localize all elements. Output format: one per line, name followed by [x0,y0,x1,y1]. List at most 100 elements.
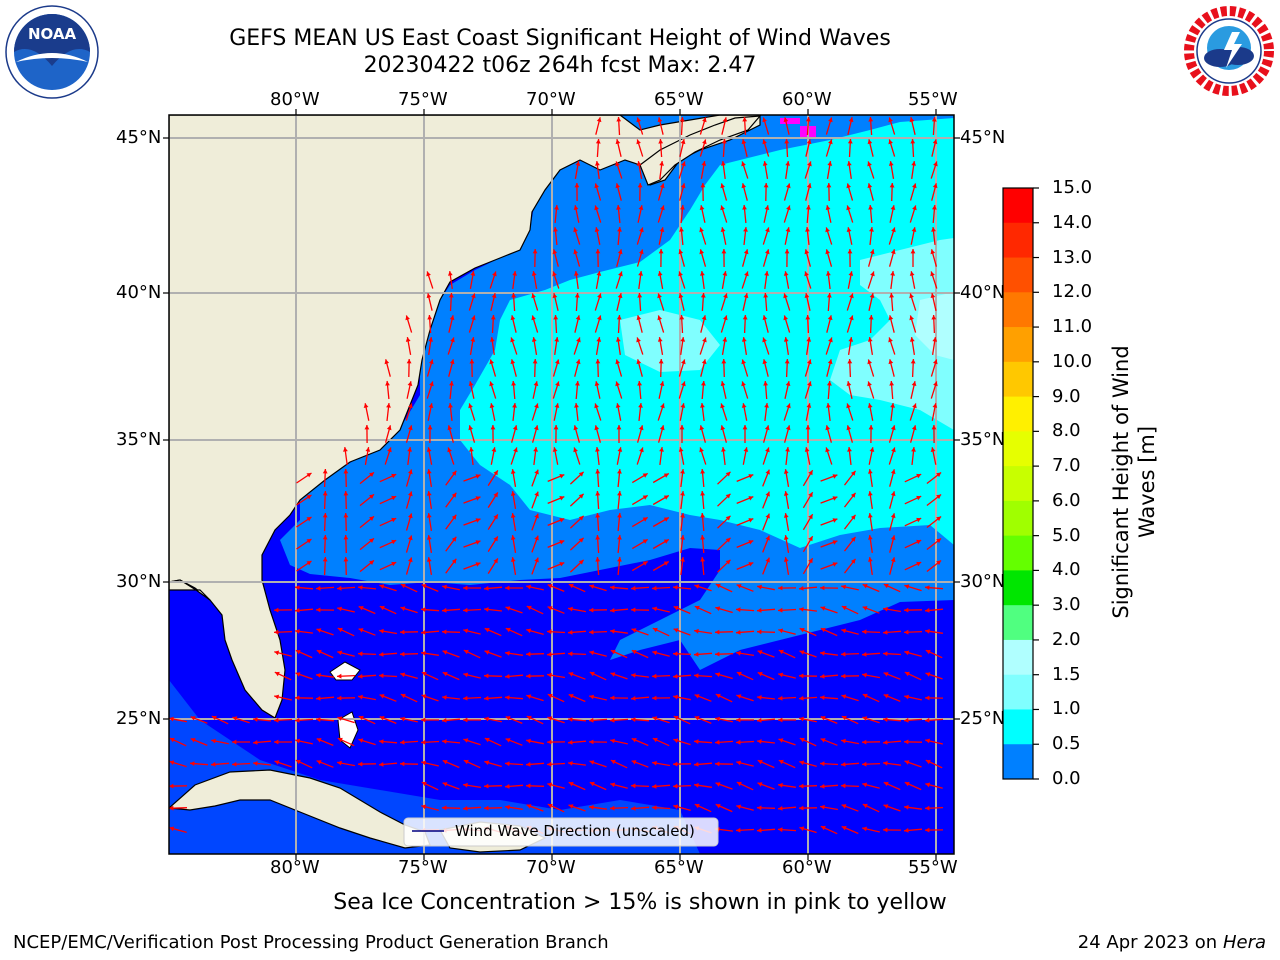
wave-arrow-head [369,494,374,499]
wave-arrow-head [841,694,847,699]
colorbar-title: Significant Height of Wind Waves [m] [1104,312,1164,652]
wave-arrow-head [673,761,678,767]
wave-arrow-head [568,782,574,787]
wave-arrow-head [847,161,852,166]
wave-arrow-head [778,628,784,634]
wave-arrow-head [426,293,432,299]
wave-arrow-head [888,117,893,123]
wave-arrow-head [720,227,726,232]
wave-arrow-head [379,652,384,657]
wave-arrow-head [848,271,854,276]
wave-arrow-head [799,826,805,831]
wave-arrow-head [725,493,731,499]
wave-arrow-head [700,491,705,496]
wave-arrow-head [493,514,498,520]
lon-label-bottom-75w: 75°W [398,857,448,878]
wave-arrow-head [868,469,873,474]
wave-arrow-head [637,381,642,386]
wave-arrow-head [806,205,811,210]
wave-arrow-head [867,403,873,408]
wave-arrow-head [642,517,648,522]
wave-arrow-head [636,117,641,123]
wave-arrow-head [379,716,385,721]
wave-arrow-head [534,403,539,409]
colorbar-segment [1003,570,1033,606]
wave-arrow-head [547,584,553,589]
wave-arrow-head [400,583,406,589]
wave-arrow-head [883,651,888,657]
wave-arrow-head [568,761,573,766]
wave-arrow-head [736,781,742,787]
wave-arrow-head [232,761,237,767]
wave-arrow-head [720,425,726,431]
colorbar-tick-label: 10.0 [1052,350,1093,372]
wave-arrow-head [912,205,917,211]
wave-arrow-head [553,425,559,430]
wave-arrow-head [846,425,852,431]
wave-arrow-head [720,183,725,189]
wave-arrow-head [617,513,622,518]
wave-arrow-head [343,491,349,496]
footer-branch: NCEP/EMC/Verification Post Processing Pr… [13,932,609,953]
wave-arrow-head [862,782,868,788]
wave-arrow-head [694,694,700,699]
wave-arrow-head [489,381,494,387]
wave-arrow-head [493,470,498,476]
wave-arrow-head [429,359,434,365]
wave-arrow-head [617,535,622,540]
wave-arrow-head [421,607,426,612]
wave-arrow-head [679,117,685,122]
wave-arrow-head [805,227,810,232]
wave-arrow-head [841,738,846,744]
wave-arrow-head [883,694,889,699]
wave-arrow-head [442,805,447,811]
wave-arrow-head [568,651,573,657]
wave-arrow-head [526,762,531,767]
wave-arrow-head [617,293,623,299]
wave-arrow-head [785,447,790,452]
wave-arrow-head [827,381,832,386]
sea-ice-note: Sea Ice Concentration > 15% is shown in … [333,890,947,915]
wave-arrow-head [512,403,517,408]
wave-arrow-head [699,249,704,255]
wave-arrow-head [659,425,665,431]
wave-arrow-head [805,117,811,122]
footer-host: Hera [1222,932,1266,953]
wave-arrow-head [808,492,813,498]
wave-arrow-head [825,227,830,233]
colorbar-tick-label: 1.0 [1052,698,1081,720]
wave-arrow-head [715,693,721,699]
wave-arrow-head [343,557,349,562]
wave-arrow-head [652,606,658,612]
wave-arrow-head [578,515,584,521]
wave-arrow-head [890,425,896,431]
wave-arrow-head [805,425,811,430]
wave-arrow-head [869,293,875,298]
wave-arrow-head [785,227,791,232]
wave-arrow-head [533,447,538,452]
wave-arrow-head [531,337,537,342]
wave-arrow-head [911,227,917,232]
wave-arrow-head [827,315,833,321]
wave-arrow-head [785,425,791,431]
wave-arrow-head [274,694,280,700]
wave-arrow-head [699,425,705,431]
wave-arrow-head [680,139,686,145]
wave-arrow-head [722,117,728,123]
wave-arrow-head [869,249,875,255]
wave-arrow-head [832,518,838,523]
wave-arrow-head [715,606,721,611]
wave-arrow-head [699,205,705,210]
wave-arrow-head [553,315,559,320]
colorbar-tick-label: 8.0 [1052,420,1081,442]
wave-arrow-head [659,227,665,232]
wave-arrow-head [825,447,830,453]
wave-arrow-head [408,491,413,497]
wave-arrow-head [785,161,790,166]
wave-arrow-head [595,161,600,166]
wave-arrow-head [820,651,825,656]
wave-arrow-head [322,469,328,474]
wave-arrow-head [512,271,517,276]
wave-arrow-head [910,139,916,144]
wave-arrow-head [743,447,749,452]
